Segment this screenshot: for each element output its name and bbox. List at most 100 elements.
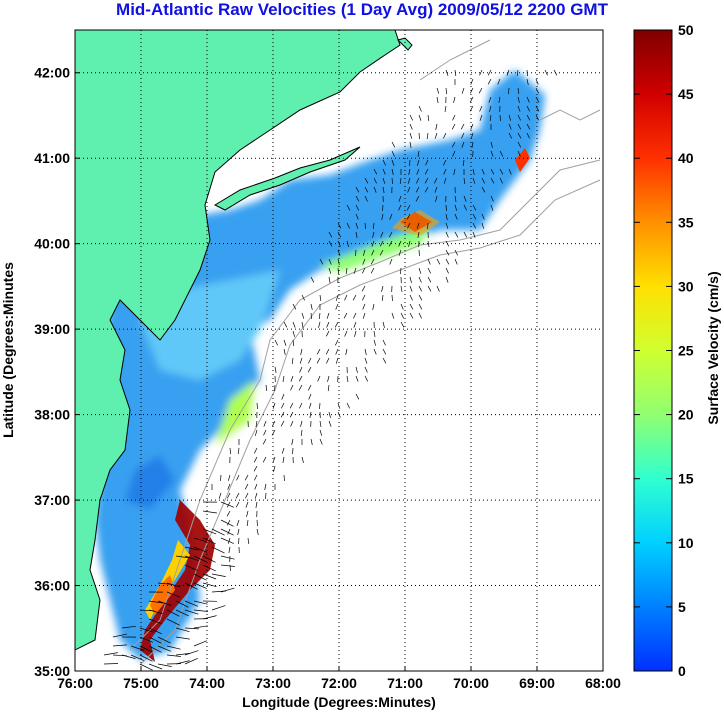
velocity-arrow xyxy=(290,384,294,391)
velocity-arrow xyxy=(362,258,366,265)
velocity-arrow xyxy=(301,321,304,328)
velocity-arrow xyxy=(328,231,333,238)
velocity-arrow xyxy=(335,303,339,310)
velocity-arrow xyxy=(408,168,411,175)
velocity-arrow xyxy=(139,654,153,662)
velocity-arrow xyxy=(130,654,144,661)
velocity-arrow xyxy=(481,186,486,193)
velocity-arrow xyxy=(490,177,495,184)
velocity-arrow xyxy=(355,204,360,211)
velocity-arrow xyxy=(488,96,492,103)
velocity-arrow xyxy=(256,402,258,410)
velocity-arrow xyxy=(535,96,540,103)
velocity-arrow xyxy=(444,105,447,112)
velocity-arrow xyxy=(301,456,304,463)
velocity-arrow xyxy=(418,285,423,292)
velocity-arrow xyxy=(328,258,332,265)
velocity-arrow xyxy=(256,528,259,535)
velocity-arrow xyxy=(436,285,440,292)
velocity-arrow xyxy=(490,204,494,211)
velocity-arrow xyxy=(499,114,501,122)
velocity-arrow xyxy=(489,114,492,121)
velocity-arrow xyxy=(298,384,303,391)
velocity-arrow xyxy=(139,627,154,633)
velocity-arrow xyxy=(244,474,249,481)
velocity-arrow xyxy=(281,447,285,454)
velocity-arrow xyxy=(442,159,447,166)
velocity-arrow xyxy=(229,447,231,455)
velocity-arrows xyxy=(103,69,558,671)
x-tick-label: 75:00 xyxy=(123,675,159,691)
velocity-arrow xyxy=(202,528,217,535)
velocity-arrow xyxy=(355,249,357,257)
velocity-arrow xyxy=(202,564,216,572)
velocity-arrow xyxy=(479,105,483,112)
velocity-arrow xyxy=(273,465,276,472)
velocity-arrow xyxy=(471,141,474,148)
x-tick-label: 76:00 xyxy=(57,675,93,691)
velocity-arrow xyxy=(103,663,119,665)
velocity-arrow xyxy=(424,168,429,175)
velocity-arrow xyxy=(227,483,231,490)
velocity-arrow xyxy=(391,150,395,157)
velocity-arrow xyxy=(399,177,402,185)
velocity-arrow xyxy=(211,573,226,577)
velocity-arrow xyxy=(271,420,276,427)
velocity-arrow xyxy=(478,87,483,94)
velocity-arrow xyxy=(424,186,429,193)
velocity-arrow xyxy=(236,474,240,481)
velocity-arrow xyxy=(319,429,323,436)
velocity-arrow xyxy=(264,483,267,490)
velocity-arrow xyxy=(472,231,476,238)
velocity-arrow xyxy=(409,312,414,319)
velocity-arrow xyxy=(470,78,474,85)
velocity-arrow xyxy=(253,465,258,472)
velocity-arrow xyxy=(184,600,199,607)
velocity-arrow xyxy=(291,438,294,445)
velocity-arrow xyxy=(427,114,430,121)
velocity-arrow xyxy=(218,492,222,499)
velocity-arrow xyxy=(398,195,402,202)
velocity-arrow xyxy=(526,123,531,130)
velocity-arrow xyxy=(226,519,231,526)
velocity-arrow xyxy=(166,609,180,617)
y-tick-label: 39:00 xyxy=(34,321,70,337)
velocity-arrow xyxy=(346,402,351,409)
velocity-arrow xyxy=(418,249,420,257)
x-axis-label: Longitude (Degrees:Minutes) xyxy=(242,694,436,710)
velocity-arrow xyxy=(391,141,396,148)
velocity-arrow xyxy=(157,663,172,667)
velocity-arrow xyxy=(517,105,521,112)
velocity-arrow xyxy=(517,132,522,139)
velocity-arrow xyxy=(516,69,519,76)
velocity-arrow xyxy=(157,645,172,652)
velocity-arrow xyxy=(226,501,231,508)
velocity-arrow xyxy=(148,600,163,604)
velocity-arrow xyxy=(398,249,402,256)
velocity-arrow xyxy=(487,69,492,76)
y-axis-label: Latitude (Degrees:Minutes xyxy=(0,262,16,438)
velocity-arrow xyxy=(246,519,249,526)
velocity-arrow xyxy=(409,159,411,167)
velocity-arrow xyxy=(244,483,249,490)
velocity-arrow xyxy=(166,618,180,626)
plot-title: Mid-Atlantic Raw Velocities (1 Day Avg) … xyxy=(116,0,608,19)
velocity-arrow xyxy=(388,240,393,247)
velocity-arrow xyxy=(112,644,128,647)
velocity-arrow xyxy=(408,240,411,247)
land-long-island xyxy=(213,146,361,211)
velocity-arrow xyxy=(454,231,459,238)
velocity-arrow xyxy=(452,114,456,121)
velocity-arrow xyxy=(265,492,267,500)
velocity-arrow xyxy=(262,456,267,463)
velocity-arrow xyxy=(427,285,432,292)
velocity-arrow xyxy=(319,258,324,265)
velocity-arrow xyxy=(391,294,393,302)
velocity-arrow xyxy=(499,168,504,175)
velocity-arrow xyxy=(434,186,438,193)
velocity-arrow xyxy=(193,537,208,543)
velocity-arrow xyxy=(445,267,449,274)
velocity-arrow xyxy=(364,186,369,193)
map-grid xyxy=(75,30,603,671)
velocity-arrow xyxy=(382,357,387,364)
